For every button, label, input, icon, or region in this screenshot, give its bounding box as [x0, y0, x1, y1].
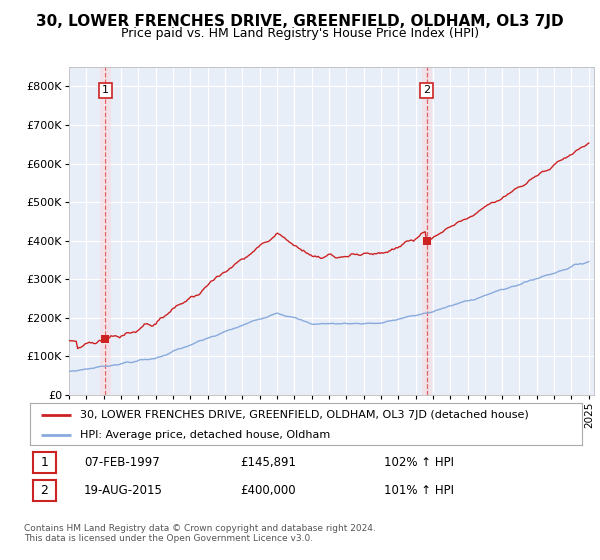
Text: 1: 1 — [102, 85, 109, 95]
Text: Price paid vs. HM Land Registry's House Price Index (HPI): Price paid vs. HM Land Registry's House … — [121, 27, 479, 40]
Text: 2: 2 — [40, 484, 49, 497]
Text: £145,891: £145,891 — [240, 456, 296, 469]
Text: 19-AUG-2015: 19-AUG-2015 — [84, 484, 163, 497]
Text: 30, LOWER FRENCHES DRIVE, GREENFIELD, OLDHAM, OL3 7JD: 30, LOWER FRENCHES DRIVE, GREENFIELD, OL… — [36, 14, 564, 29]
Text: 1: 1 — [40, 456, 49, 469]
Bar — [422, 67, 432, 395]
Text: £400,000: £400,000 — [240, 484, 296, 497]
Bar — [100, 67, 110, 395]
Text: 07-FEB-1997: 07-FEB-1997 — [84, 456, 160, 469]
Text: 101% ↑ HPI: 101% ↑ HPI — [384, 484, 454, 497]
Text: HPI: Average price, detached house, Oldham: HPI: Average price, detached house, Oldh… — [80, 430, 330, 440]
Text: 102% ↑ HPI: 102% ↑ HPI — [384, 456, 454, 469]
Text: Contains HM Land Registry data © Crown copyright and database right 2024.
This d: Contains HM Land Registry data © Crown c… — [24, 524, 376, 543]
Text: 2: 2 — [423, 85, 430, 95]
Text: 30, LOWER FRENCHES DRIVE, GREENFIELD, OLDHAM, OL3 7JD (detached house): 30, LOWER FRENCHES DRIVE, GREENFIELD, OL… — [80, 409, 529, 419]
